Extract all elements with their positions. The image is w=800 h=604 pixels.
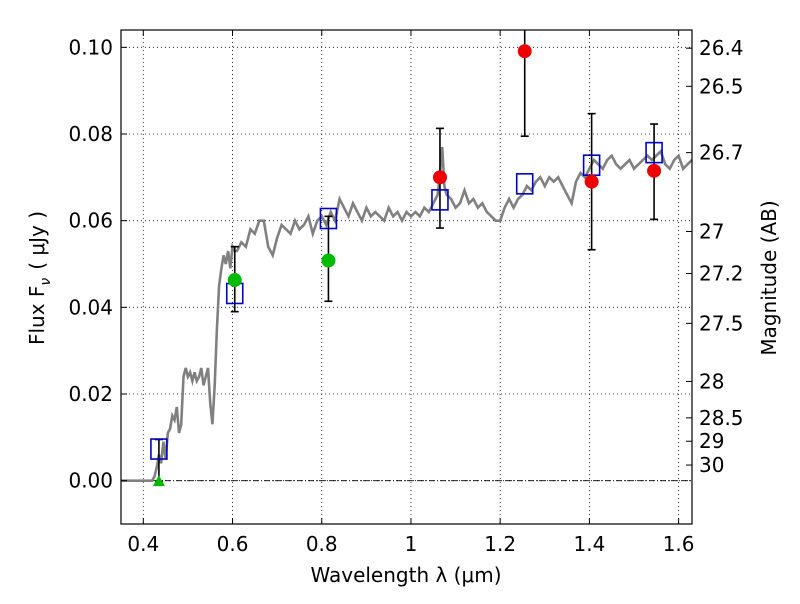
magnitude-tick-label: 26.4 xyxy=(699,36,744,60)
axis-ticks: 0.4 0.6 0.8 1 1.2 1.4 1.6 0.00 0.02 0.04 0.06 0.08 0… xyxy=(68,30,744,556)
observed-flux-point xyxy=(517,44,532,59)
x-tick-label: 1.2 xyxy=(484,532,516,556)
y-axis-label-main: Flux F xyxy=(25,286,49,345)
magnitude-tick-label: 27.2 xyxy=(699,262,744,286)
model-photometry-square xyxy=(645,141,663,164)
observed-flux-point xyxy=(321,253,336,268)
magnitude-tick-label: 26.7 xyxy=(699,141,744,165)
y-axis-label: Flux Fν ( μJy ) xyxy=(25,211,54,345)
magnitude-tick-label: 30 xyxy=(699,453,724,477)
observed-flux-point xyxy=(227,273,242,288)
magnitude-tick-label: 27.5 xyxy=(699,311,744,335)
data-markers xyxy=(150,30,663,487)
x-tick-label: 1.4 xyxy=(573,532,605,556)
plot-frame xyxy=(120,29,693,525)
y-tick-label: 0.08 xyxy=(68,122,113,146)
magnitude-tick-label: 28.5 xyxy=(699,406,744,430)
y-tick-label: 0.00 xyxy=(68,469,113,493)
y-tick-label: 0.02 xyxy=(68,382,113,406)
y-axis-label-unit: ( μJy ) xyxy=(25,211,49,270)
y-tick-label: 0.10 xyxy=(68,35,113,59)
y-tick-label: 0.04 xyxy=(68,295,113,319)
y-tick-label: 0.06 xyxy=(68,209,113,233)
x-tick-label: 1 xyxy=(405,532,418,556)
model-photometry-square xyxy=(150,438,168,460)
y-axis-label-subscript: ν xyxy=(38,278,54,286)
x-tick-label: 1.6 xyxy=(663,532,695,556)
model-photometry-square xyxy=(515,173,534,195)
observed-flux-point xyxy=(432,170,447,185)
model-photometry-square xyxy=(319,207,338,230)
observed-flux-point xyxy=(584,174,599,189)
upper-limit-triangle xyxy=(152,475,165,487)
magnitude-tick-label: 27 xyxy=(699,220,724,244)
x-tick-label: 0.4 xyxy=(127,532,159,556)
model-spectrum-line xyxy=(121,146,693,483)
y2-axis-label: Magnitude (AB) xyxy=(757,200,781,355)
grid xyxy=(121,30,692,524)
x-axis-label: Wavelength λ (μm) xyxy=(310,563,501,587)
magnitude-tick-label: 29 xyxy=(699,429,724,453)
model-photometry-square xyxy=(431,189,449,211)
magnitude-tick-label: 28 xyxy=(699,369,724,393)
x-tick-label: 0.6 xyxy=(217,532,249,556)
magnitude-tick-label: 26.5 xyxy=(699,74,744,98)
observed-flux-point xyxy=(647,163,662,178)
x-tick-label: 0.8 xyxy=(306,532,338,556)
